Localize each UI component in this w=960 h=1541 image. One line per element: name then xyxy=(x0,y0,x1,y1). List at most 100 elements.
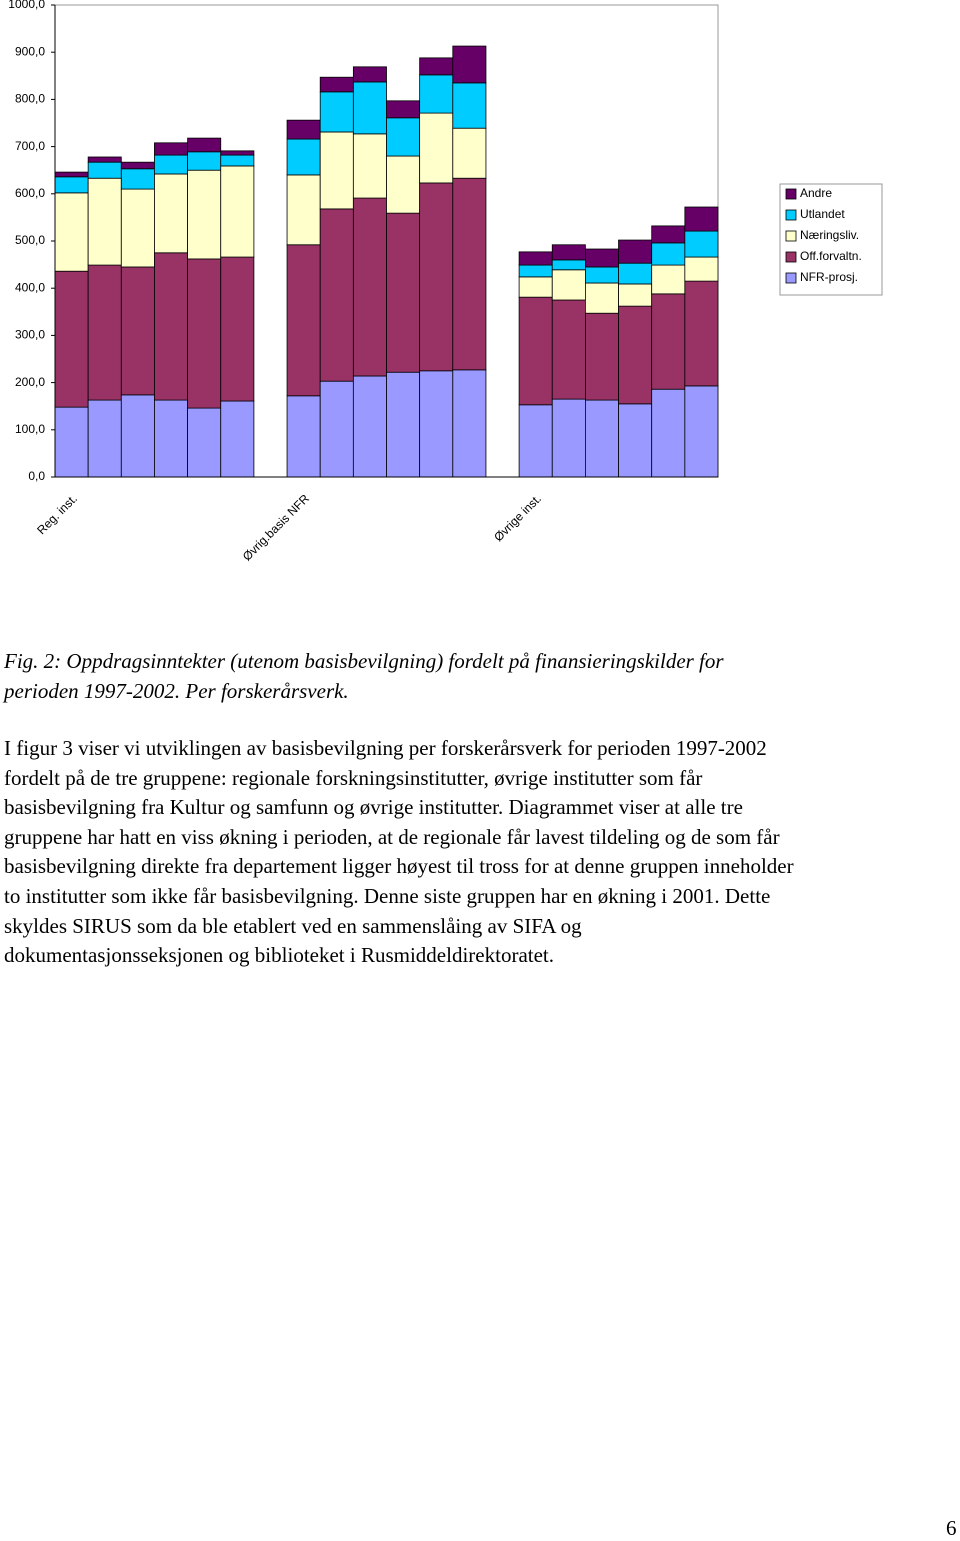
legend-label: NFR-prosj. xyxy=(800,270,858,284)
legend-swatch xyxy=(785,230,797,242)
bar-segment xyxy=(87,264,122,401)
bar-segment xyxy=(120,161,155,170)
bar-segment xyxy=(618,403,653,478)
bar-segment xyxy=(187,407,222,478)
bar-segment xyxy=(352,197,387,377)
bar-segment xyxy=(187,151,222,171)
bar-segment xyxy=(518,251,553,266)
bar-segment xyxy=(220,154,255,167)
y-tick-label: 400,0 xyxy=(15,280,45,294)
bar-segment xyxy=(154,252,188,401)
bar-segment xyxy=(585,399,619,478)
bar-segment xyxy=(352,133,387,199)
text-line: to institutter som ikke får basisbevilgn… xyxy=(4,883,771,908)
text-line: dokumentasjonsseksjonen og biblioteket i… xyxy=(4,943,554,968)
text-line: Fig. 2: Oppdragsinntekter (utenom basisb… xyxy=(4,649,724,673)
x-tick-label: Øvrige inst. xyxy=(491,491,544,544)
bar-segment xyxy=(618,283,653,307)
bar-segment xyxy=(618,305,653,405)
bar-segment xyxy=(319,380,354,478)
bar-segment xyxy=(286,395,321,478)
bar-segment xyxy=(286,138,321,176)
legend-label: Andre xyxy=(800,186,832,200)
bar-segment xyxy=(684,385,719,478)
bar-segment xyxy=(684,256,719,282)
bar-segment xyxy=(54,171,89,178)
x-tick-label: Øvrig.basis NFR xyxy=(240,491,312,563)
y-tick-label: 600,0 xyxy=(15,186,45,200)
bar-segment xyxy=(54,192,89,272)
bar-segment xyxy=(352,81,387,135)
bar-segment xyxy=(684,230,719,258)
bar-segment xyxy=(220,165,255,258)
y-tick-label: 300,0 xyxy=(15,328,45,342)
bar-segment xyxy=(352,66,387,83)
bar-segment xyxy=(187,137,222,153)
x-tick-label: Reg. inst. xyxy=(34,491,80,537)
bar-segment xyxy=(419,57,454,76)
bar-segment xyxy=(54,176,89,194)
bar-segment xyxy=(419,112,454,184)
bar-segment xyxy=(452,369,487,478)
bar-segment xyxy=(386,100,421,119)
bar-segment xyxy=(452,177,487,371)
legend-swatch xyxy=(785,272,797,284)
bar-segment xyxy=(551,269,586,301)
legend-swatch xyxy=(785,188,797,200)
bar-segment xyxy=(220,150,255,156)
bar-segment xyxy=(154,154,188,175)
bar-segment xyxy=(154,142,188,156)
bar-segment xyxy=(419,182,454,372)
y-tick-label: 0,0 xyxy=(28,469,45,483)
legend-label: Utlandet xyxy=(800,207,845,221)
paragraph: I figur 3 viser vi utviklingen av basisb… xyxy=(4,734,794,971)
y-tick-label: 1000,0 xyxy=(8,0,45,11)
bar-segment xyxy=(452,45,487,84)
bar-segment xyxy=(651,388,686,478)
bar-segment xyxy=(87,177,122,266)
figure-caption: Fig. 2: Oppdragsinntekter (utenom basisb… xyxy=(4,647,724,706)
bar-segment xyxy=(618,262,653,285)
text-line: skyldes SIRUS som da ble etablert ved en… xyxy=(4,913,582,938)
legend-label: Næringsliv. xyxy=(800,228,859,242)
bar-segment xyxy=(585,282,619,314)
bar-segment xyxy=(286,119,321,140)
bar-segment xyxy=(154,399,188,478)
bar-segment xyxy=(319,76,354,93)
legend-swatch xyxy=(785,251,797,263)
bar-segment xyxy=(585,248,619,268)
y-tick-label: 900,0 xyxy=(15,44,45,58)
y-tick-label: 200,0 xyxy=(15,375,45,389)
bar-segment xyxy=(618,239,653,264)
bar-segment xyxy=(651,293,686,390)
bar-segment xyxy=(386,155,421,214)
bar-segment xyxy=(518,264,553,278)
bar-segment xyxy=(452,127,487,179)
bar-segment xyxy=(87,399,122,478)
bar-segment xyxy=(187,258,222,409)
bar-segment xyxy=(386,212,421,373)
text-line: I figur 3 viser vi utviklingen av basisb… xyxy=(4,736,767,760)
bar-segment xyxy=(319,208,354,382)
bar-segment xyxy=(419,74,454,114)
text-line: gruppene har hatt en viss økning i perio… xyxy=(4,824,780,849)
bar-segment xyxy=(120,168,155,190)
bar-segment xyxy=(319,131,354,210)
bar-segment xyxy=(452,82,487,129)
bar-segment xyxy=(286,244,321,397)
text-line: basisbevilgning fra Kultur og samfunn og… xyxy=(4,795,743,820)
bar-segment xyxy=(120,394,155,478)
legend-swatch xyxy=(785,209,797,221)
bar-segment xyxy=(87,156,122,163)
bar-segment xyxy=(585,312,619,401)
bar-segment xyxy=(286,174,321,246)
bar-segment xyxy=(518,296,553,406)
bar-segment xyxy=(419,370,454,478)
legend-label: Off.forvaltn. xyxy=(800,249,862,263)
y-tick-label: 800,0 xyxy=(15,92,45,106)
bar-segment xyxy=(120,266,155,396)
bar-segment xyxy=(551,244,586,261)
bar-segment xyxy=(154,173,188,254)
bar-segment xyxy=(386,371,421,478)
page-number: 6 xyxy=(946,1516,957,1540)
